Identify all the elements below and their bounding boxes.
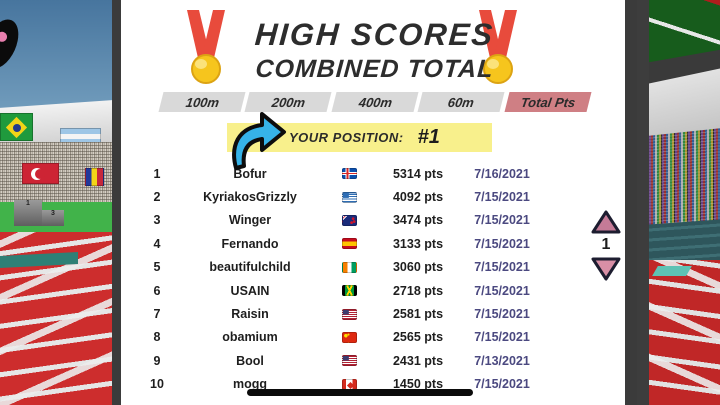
down-arrow-icon	[591, 257, 621, 281]
table-row: 5 beautifulchild 3060 pts 7/15/2021	[112, 256, 637, 279]
date-cell: 7/15/2021	[474, 260, 530, 275]
table-row: 6 USAIN 2718 pts 7/15/2021	[112, 279, 637, 302]
flag-icon	[341, 238, 357, 250]
tab-200m[interactable]: 200m	[244, 92, 333, 112]
your-position-label: YOUR POSITION:	[289, 130, 404, 145]
running-track	[649, 260, 720, 405]
flag-icon	[341, 261, 357, 273]
points-cell: 3060 pts	[392, 260, 444, 275]
date-cell: 7/15/2021	[474, 330, 530, 345]
brazil-flag	[0, 113, 33, 141]
player-name: obamium	[222, 330, 278, 345]
date-cell: 7/13/2021	[474, 353, 530, 368]
romania-flag	[85, 168, 104, 186]
curved-arrow-icon	[228, 110, 288, 172]
tab-label: 100m	[184, 94, 220, 110]
points-cell: 3474 pts	[392, 213, 444, 228]
table-row: 7 Raisin 2581 pts 7/15/2021	[112, 302, 637, 325]
page-down-button[interactable]	[591, 257, 621, 281]
date-cell: 7/15/2021	[474, 236, 530, 251]
tab-label: Total Pts	[519, 94, 577, 110]
date-cell: 7/15/2021	[474, 283, 530, 298]
flag-icon	[341, 168, 357, 180]
points-cell: 5314 pts	[392, 166, 444, 181]
crowd-stand	[649, 128, 720, 232]
tab-400m[interactable]: 400m	[331, 92, 419, 112]
points-cell: 2431 pts	[392, 353, 444, 368]
podium-block-3: 3	[42, 210, 64, 226]
tab-total-pts[interactable]: Total Pts	[504, 92, 592, 112]
rank-cell: 9	[153, 353, 161, 368]
rank-cell: 7	[153, 307, 161, 322]
player-name: beautifulchild	[209, 260, 291, 275]
leaderboard: 1 Bofur 5314 pts 7/16/2021 2 KyriakosGri…	[112, 162, 637, 396]
page-subtitle: COMBINED TOTAL	[254, 55, 495, 83]
date-cell: 7/16/2021	[474, 166, 530, 181]
flag-icon	[341, 191, 357, 203]
up-arrow-icon	[591, 210, 621, 234]
player-name: Winger	[228, 213, 272, 228]
date-cell: 7/15/2021	[474, 377, 530, 392]
list-scrollbar[interactable]	[247, 389, 473, 396]
tab-label: 200m	[270, 94, 307, 110]
tab-60m[interactable]: 60m	[417, 92, 506, 112]
flag-icon	[341, 285, 357, 297]
page-number: 1	[601, 236, 611, 253]
player-name: KyriakosGrizzly	[203, 190, 297, 205]
player-name: Fernando	[221, 236, 279, 251]
points-cell: 4092 pts	[392, 190, 444, 205]
rank-cell: 5	[153, 260, 161, 275]
player-name: mogg	[232, 377, 268, 392]
stadium-background-left: 1 3	[0, 0, 112, 405]
tab-100m[interactable]: 100m	[158, 92, 246, 112]
event-tabs: 100m 200m 400m 60m Total Pts	[158, 92, 592, 112]
flag-icon	[341, 214, 357, 226]
table-row: 1 Bofur 5314 pts 7/16/2021	[112, 162, 637, 185]
page-navigation: 1	[584, 210, 628, 296]
player-name: Bofur	[233, 166, 267, 181]
player-name: Bool	[236, 353, 264, 368]
flag-icon	[341, 308, 357, 320]
medal-icon	[476, 10, 520, 86]
your-position-value: #1	[417, 126, 440, 148]
page-title: HIGH SCORES	[253, 17, 496, 52]
player-name: Raisin	[231, 307, 269, 322]
tab-label: 400m	[357, 94, 393, 110]
rank-cell: 6	[153, 283, 161, 298]
date-cell: 7/15/2021	[474, 307, 530, 322]
points-cell: 2581 pts	[392, 307, 444, 322]
points-cell: 1450 pts	[392, 377, 444, 392]
rank-cell: 10	[150, 377, 164, 392]
rank-cell: 4	[153, 236, 161, 251]
tab-label: 60m	[447, 94, 476, 110]
points-cell: 2565 pts	[392, 330, 444, 345]
rank-cell: 2	[153, 190, 161, 205]
player-name: USAIN	[230, 283, 270, 298]
table-row: 9 Bool 2431 pts 7/13/2021	[112, 349, 637, 372]
page-up-button[interactable]	[591, 210, 621, 234]
podium: 1 3	[0, 200, 64, 227]
turkey-flag	[22, 163, 59, 184]
table-row: 2 KyriakosGrizzly 4092 pts 7/15/2021	[112, 185, 637, 208]
flag-icon	[341, 331, 357, 343]
rank-cell: 3	[153, 213, 161, 228]
points-cell: 2718 pts	[392, 283, 444, 298]
rank-cell: 8	[153, 330, 161, 345]
table-row: 3 Winger 3474 pts 7/15/2021	[112, 209, 637, 232]
points-cell: 3133 pts	[392, 236, 444, 251]
medal-icon	[184, 10, 228, 86]
podium-block-1: 1	[14, 200, 42, 226]
table-row: 8 obamium 2565 pts 7/15/2021	[112, 326, 637, 349]
stadium-background-right	[649, 0, 720, 405]
table-row: 4 Fernando 3133 pts 7/15/2021	[112, 232, 637, 255]
flag-icon	[341, 355, 357, 367]
date-cell: 7/15/2021	[474, 190, 530, 205]
track-marking	[652, 266, 692, 276]
balloon-tip	[0, 30, 9, 44]
rank-cell: 1	[153, 166, 161, 181]
date-cell: 7/15/2021	[474, 213, 530, 228]
high-scores-panel: HIGH SCORES COMBINED TOTAL 100m 200m 400…	[112, 0, 637, 405]
